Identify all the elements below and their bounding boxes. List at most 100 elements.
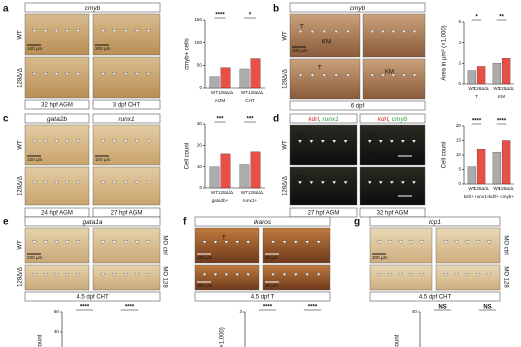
arrowhead <box>43 180 48 185</box>
bar <box>209 76 220 89</box>
header: runx1 <box>118 116 135 123</box>
caption: 4.5 dpf T <box>251 295 275 301</box>
scale-label: 25 µm <box>398 157 411 162</box>
row-label: 128Δ/Δ <box>283 69 289 89</box>
micrograph <box>24 13 90 56</box>
header-part: runx1 <box>118 116 135 123</box>
group-label: gata2b+ <box>212 198 229 203</box>
arrowhead <box>309 139 314 144</box>
bar-label: WT <box>211 90 218 95</box>
header: cmyb <box>350 5 366 12</box>
arrowhead <box>43 240 48 245</box>
arrowhead <box>380 73 386 78</box>
arrowhead <box>134 139 140 144</box>
arrowhead <box>333 30 339 34</box>
significance: **** <box>497 119 507 125</box>
micrograph <box>369 227 433 264</box>
arrowhead <box>282 273 287 277</box>
bar <box>250 151 261 189</box>
scale-label: 200 µm <box>197 283 213 288</box>
caption-box <box>289 100 426 111</box>
micrograph <box>435 264 501 291</box>
header-box <box>24 216 161 227</box>
arrowhead <box>234 240 240 245</box>
y-tick-label: 0 <box>458 181 461 186</box>
arrowhead <box>333 73 339 78</box>
arrowhead <box>320 180 326 185</box>
micrograph <box>92 124 161 166</box>
micrograph <box>92 227 161 264</box>
arrowhead <box>100 29 106 33</box>
arrowhead <box>370 73 375 78</box>
caption-box <box>24 99 90 110</box>
significance: * <box>249 13 252 19</box>
micrograph <box>92 264 161 291</box>
significance: *** <box>216 117 224 123</box>
header-part: kdrl <box>378 116 389 123</box>
arrowhead <box>345 30 351 34</box>
bar-label: 128Δ/Δ <box>499 186 514 191</box>
y-tick-label: 150 <box>194 17 202 22</box>
arrowhead <box>316 240 321 245</box>
panel-letter: a <box>3 4 9 15</box>
y-tick-label: 4 <box>458 40 461 45</box>
bar-label: WT <box>211 190 218 195</box>
arrowhead <box>245 240 251 245</box>
y-tick-label: 5 <box>458 167 461 172</box>
arrowhead <box>411 139 417 144</box>
annotation: PCV <box>298 153 310 159</box>
y-axis-label: n² (×1,000) <box>220 327 226 347</box>
row-label: 128Δ/Δ <box>283 176 289 196</box>
y-tick-label: 10 <box>456 152 462 157</box>
scale-label: 100 µm <box>292 48 308 53</box>
bar-label: 128Δ/Δ <box>248 90 263 95</box>
header: cmyb <box>85 5 101 12</box>
panel-letter: g <box>354 217 360 228</box>
arrowhead <box>75 240 81 245</box>
arrowhead <box>367 139 373 144</box>
header-box <box>194 216 331 227</box>
arrowhead <box>454 273 459 277</box>
group-label: KM <box>498 94 505 99</box>
arrowhead <box>443 273 448 277</box>
arrowhead <box>100 273 106 277</box>
arrowhead <box>297 180 303 185</box>
arrowhead <box>146 240 151 245</box>
arrowhead <box>331 180 337 185</box>
y-tick-label: 60 <box>54 309 60 314</box>
arrowhead <box>310 30 315 34</box>
arrowhead <box>412 30 417 34</box>
arrowhead <box>134 72 140 76</box>
bar <box>492 151 502 185</box>
arrowhead <box>465 273 470 277</box>
header-part: , <box>388 116 392 123</box>
arrowhead <box>387 240 393 245</box>
arrowhead <box>304 240 310 245</box>
micrograph <box>435 227 501 264</box>
significance: **** <box>472 119 482 125</box>
arrowhead <box>134 240 140 245</box>
bar-label: 128Δ/Δ <box>248 190 263 195</box>
panel-letter: f <box>183 217 187 228</box>
significance: **** <box>308 305 318 311</box>
arrowhead <box>54 139 59 144</box>
header-box <box>289 2 426 13</box>
micrograph <box>359 124 426 166</box>
arrowhead <box>234 273 240 277</box>
arrowhead <box>270 240 276 245</box>
bar <box>501 140 511 185</box>
caption-box <box>24 291 161 302</box>
arrowhead <box>343 139 348 144</box>
arrowhead <box>64 180 70 185</box>
bar <box>492 63 502 85</box>
caption: 6 dpf <box>351 104 365 110</box>
arrowhead <box>146 139 151 144</box>
arrowhead <box>387 273 393 277</box>
arrowhead <box>298 30 303 34</box>
header-part: cmyb <box>350 5 366 12</box>
y-tick-label: 15 <box>456 138 462 143</box>
row-label: 128Δ/Δ <box>18 176 24 196</box>
header-box <box>24 113 90 124</box>
scale-label: 25 µm <box>398 197 411 202</box>
caption: 27 hpf AGM <box>308 211 340 217</box>
